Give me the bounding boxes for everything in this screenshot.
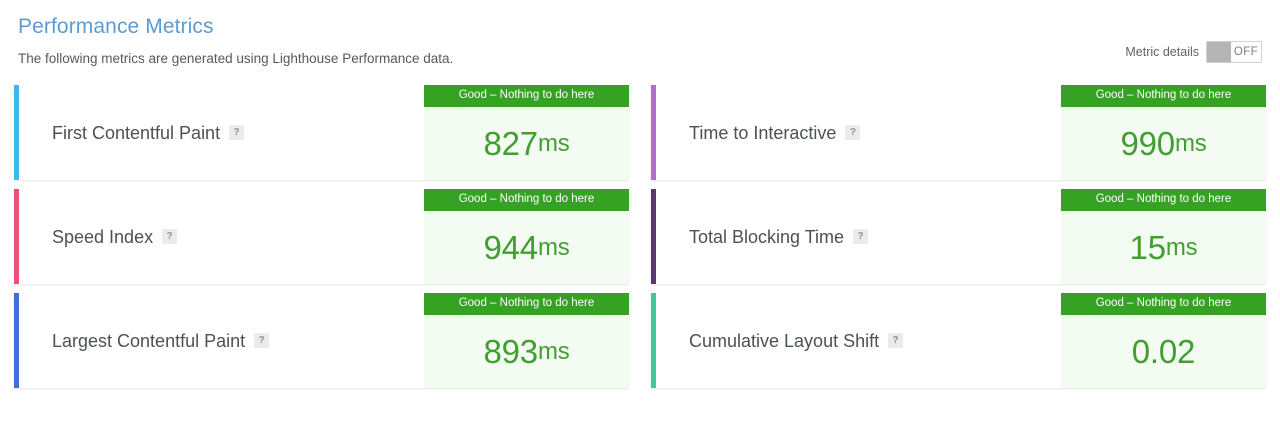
metric-value: 944 ms — [483, 211, 569, 284]
metric-name-row: First Contentful Paint? — [52, 122, 245, 144]
metric-value-unit: ms — [537, 129, 570, 157]
status-badge: Good – Nothing to do here — [1061, 189, 1266, 211]
metric-card: Time to Interactive? Good – Nothing to do… — [651, 85, 1266, 180]
metric-body: Largest Contentful Paint? — [19, 293, 424, 388]
status-badge: Good – Nothing to do here — [424, 293, 629, 315]
metric-card: First Contentful Paint? Good – Nothing to… — [14, 85, 629, 180]
metric-details-label: Metric details — [1125, 45, 1199, 59]
metric-accent-bar — [14, 85, 19, 180]
page-title: Performance Metrics — [18, 15, 214, 38]
help-icon[interactable]: ? — [853, 229, 869, 244]
metric-body: First Contentful Paint? — [19, 85, 424, 180]
metric-value-unit: ms — [537, 233, 570, 261]
help-icon[interactable]: ? — [162, 229, 178, 244]
metric-accent-bar — [651, 189, 656, 284]
toggle-state-label: OFF — [1233, 46, 1259, 58]
metric-details-toggle-group: Metric details OFF — [1125, 41, 1262, 63]
metric-card: Speed Index? Good – Nothing to do here 944… — [14, 189, 629, 284]
metric-value-unit: ms — [1165, 233, 1198, 261]
metric-name: First Contentful Paint — [52, 122, 221, 143]
metric-name: Total Blocking Time — [689, 226, 845, 247]
metric-value-panel: Good – Nothing to do here 893 ms — [424, 293, 629, 388]
metric-details-toggle[interactable]: OFF — [1206, 41, 1262, 63]
metric-value: 15 ms — [1130, 211, 1198, 284]
page-header: Performance Metrics The following metric… — [0, 0, 1280, 68]
help-icon[interactable]: ? — [845, 125, 861, 140]
metric-value-unit: ms — [1174, 129, 1207, 157]
status-badge: Good – Nothing to do here — [424, 189, 629, 211]
metric-value: 893 ms — [483, 315, 569, 388]
metric-name: Time to Interactive — [689, 122, 837, 143]
status-badge: Good – Nothing to do here — [1061, 85, 1266, 107]
metric-name: Speed Index — [52, 226, 154, 247]
metric-accent-bar — [14, 293, 19, 388]
metric-name: Largest Contentful Paint — [52, 330, 246, 351]
metric-card: Cumulative Layout Shift? Good – Nothing t… — [651, 293, 1266, 388]
metric-name-row: Total Blocking Time? — [689, 226, 869, 248]
metric-body: Cumulative Layout Shift? — [656, 293, 1061, 388]
metric-value-panel: Good – Nothing to do here 990 ms — [1061, 85, 1266, 180]
metric-accent-bar — [651, 85, 656, 180]
metric-value-unit: ms — [537, 337, 570, 365]
metric-card: Total Blocking Time? Good – Nothing to do… — [651, 189, 1266, 284]
metric-accent-bar — [14, 189, 19, 284]
metric-body: Time to Interactive? — [656, 85, 1061, 180]
metric-body: Speed Index? — [19, 189, 424, 284]
metric-name-row: Time to Interactive? — [689, 122, 861, 144]
help-icon[interactable]: ? — [254, 333, 270, 348]
metric-value: 0.02 — [1131, 315, 1196, 388]
metric-value-number: 0.02 — [1131, 333, 1196, 370]
help-icon[interactable]: ? — [888, 333, 904, 348]
metric-value-number: 15 — [1129, 229, 1167, 266]
metric-name: Cumulative Layout Shift — [689, 330, 880, 351]
metric-value-number: 827 — [483, 125, 538, 162]
metric-value-number: 990 — [1120, 125, 1175, 162]
metric-value: 827 ms — [483, 107, 569, 180]
help-icon[interactable]: ? — [229, 125, 245, 140]
toggle-knob[interactable] — [1207, 42, 1231, 62]
metric-value-number: 893 — [483, 333, 538, 370]
metric-value-panel: Good – Nothing to do here 944 ms — [424, 189, 629, 284]
metric-value-panel: Good – Nothing to do here 0.02 — [1061, 293, 1266, 388]
metric-name-row: Cumulative Layout Shift? — [689, 330, 904, 352]
metric-card: Largest Contentful Paint? Good – Nothing … — [14, 293, 629, 388]
metric-value-panel: Good – Nothing to do here 827 ms — [424, 85, 629, 180]
status-badge: Good – Nothing to do here — [424, 85, 629, 107]
metrics-grid: First Contentful Paint? Good – Nothing to… — [14, 85, 1266, 388]
page-subtitle: The following metrics are generated usin… — [18, 51, 454, 66]
metric-value: 990 ms — [1120, 107, 1206, 180]
metric-value-panel: Good – Nothing to do here 15 ms — [1061, 189, 1266, 284]
metric-name-row: Speed Index? — [52, 226, 178, 248]
metric-value-number: 944 — [483, 229, 538, 266]
status-badge: Good – Nothing to do here — [1061, 293, 1266, 315]
metric-name-row: Largest Contentful Paint? — [52, 330, 270, 352]
metric-body: Total Blocking Time? — [656, 189, 1061, 284]
metric-accent-bar — [651, 293, 656, 388]
